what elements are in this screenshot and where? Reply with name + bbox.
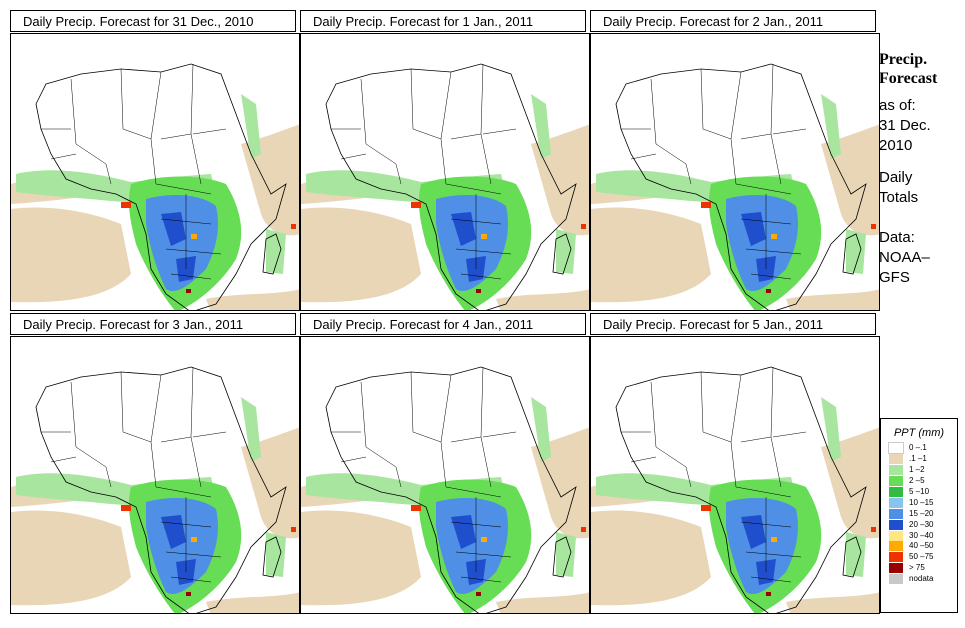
- legend-rows: 0 –.1.1 –1 1 –2 2 –5 5 –10 10 –15 15 –20 20 –3…: [881, 442, 957, 585]
- legend-label: 50 –75: [909, 552, 934, 562]
- legend-swatch: [888, 442, 904, 455]
- legend-item: nodata: [889, 574, 957, 585]
- africa-map-svg: [301, 63, 589, 310]
- legend-item: 1 –2: [889, 465, 957, 476]
- asof-date-1: 31 Dec.: [879, 117, 931, 134]
- precip-map: [10, 33, 300, 311]
- map-panel-4: Daily Precip. Forecast for 3 Jan., 2011: [10, 313, 300, 614]
- legend-swatch: [889, 519, 903, 530]
- totals-block: Daily Totals: [879, 168, 965, 208]
- precip-map: [590, 336, 880, 614]
- legend-swatch: [889, 530, 903, 541]
- legend-swatch: [889, 574, 903, 585]
- africa-map-svg: [591, 366, 879, 613]
- legend-label: 10 –15: [909, 497, 934, 507]
- legend-swatch: [889, 541, 903, 552]
- africa-map-svg: [11, 366, 299, 613]
- panel-title: Daily Precip. Forecast for 4 Jan., 2011: [300, 313, 586, 335]
- legend-label: 1 –2: [909, 465, 925, 475]
- data-line-2: NOAA–: [879, 249, 930, 266]
- data-line-1: Data:: [879, 229, 915, 246]
- legend-swatch: [889, 563, 903, 574]
- panel-title: Daily Precip. Forecast for 1 Jan., 2011: [300, 10, 586, 32]
- legend-item: 30 –40: [889, 530, 957, 541]
- precip-map: [300, 33, 590, 311]
- legend-item: 40 –50: [889, 541, 957, 552]
- africa-map-svg: [11, 63, 299, 310]
- panel-title: Daily Precip. Forecast for 5 Jan., 2011: [590, 313, 876, 335]
- legend-label: 15 –20: [909, 508, 934, 518]
- legend-label: 2 –5: [909, 476, 925, 486]
- ppt-legend: PPT (mm) 0 –.1.1 –1 1 –2 2 –5 5 –10 10 –15 15…: [880, 418, 958, 613]
- legend-item: 50 –75: [889, 552, 957, 563]
- map-panel-5: Daily Precip. Forecast for 4 Jan., 2011: [300, 313, 590, 614]
- asof-label: as of:: [879, 97, 916, 114]
- map-panel-2: Daily Precip. Forecast for 1 Jan., 2011: [300, 10, 590, 311]
- legend-label: nodata: [909, 574, 934, 584]
- legend-swatch: [889, 487, 903, 497]
- legend-item: 5 –10: [889, 487, 957, 498]
- legend-label: 40 –50: [909, 541, 934, 551]
- precip-map: [300, 336, 590, 614]
- legend-swatch: [889, 508, 903, 519]
- legend-swatch: [889, 476, 903, 487]
- legend-swatch: [889, 454, 903, 465]
- panel-title: Daily Precip. Forecast for 2 Jan., 2011: [590, 10, 876, 32]
- legend-item: 2 –5: [889, 476, 957, 487]
- legend-swatch: [889, 552, 903, 563]
- legend-item: > 75: [889, 563, 957, 574]
- totals-line-1: Daily: [879, 169, 913, 186]
- panel-title: Daily Precip. Forecast for 3 Jan., 2011: [10, 313, 296, 335]
- legend-item: 10 –15: [889, 497, 957, 508]
- forecast-title: Precip. Forecast: [879, 50, 965, 88]
- legend-label: 0 –.1: [909, 443, 927, 453]
- legend-label: .1 –1: [909, 454, 927, 464]
- legend-label: 5 –10: [909, 487, 930, 496]
- panel-title: Daily Precip. Forecast for 31 Dec., 2010: [10, 10, 296, 32]
- legend-item: 15 –20: [889, 508, 957, 519]
- legend-label: > 75: [909, 563, 925, 573]
- asof-block: as of: 31 Dec. 2010: [879, 96, 965, 156]
- precip-map: [10, 336, 300, 614]
- legend-item: 0 –.1: [888, 442, 957, 455]
- title-line-1: Precip.: [879, 51, 928, 68]
- data-source-block: Data: NOAA– GFS: [879, 228, 965, 288]
- legend-title: PPT (mm): [893, 427, 945, 439]
- legend-swatch: [889, 497, 903, 508]
- legend-label: 20 –30: [909, 519, 934, 529]
- map-panel-3: Daily Precip. Forecast for 2 Jan., 2011: [590, 10, 880, 311]
- totals-line-2: Totals: [879, 189, 919, 206]
- map-panel-6: Daily Precip. Forecast for 5 Jan., 2011: [590, 313, 880, 614]
- legend-label: 30 –40: [909, 530, 934, 540]
- title-line-2: Forecast: [879, 70, 938, 87]
- precip-map: [590, 33, 880, 311]
- data-line-3: GFS: [879, 269, 910, 286]
- asof-date-2: 2010: [879, 137, 913, 154]
- legend-item: .1 –1: [889, 454, 957, 465]
- africa-map-svg: [591, 63, 879, 310]
- legend-item: 20 –30: [889, 519, 957, 530]
- map-panel-1: Daily Precip. Forecast for 31 Dec., 2010: [10, 10, 300, 311]
- legend-swatch: [889, 465, 903, 476]
- africa-map-svg: [301, 366, 589, 613]
